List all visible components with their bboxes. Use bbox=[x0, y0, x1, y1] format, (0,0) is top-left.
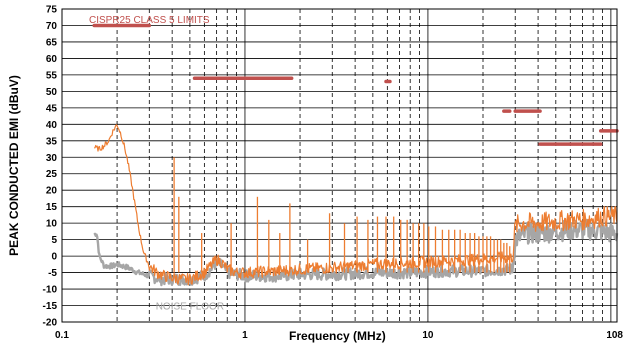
y-tick-label: 70 bbox=[46, 21, 58, 32]
series-group bbox=[93, 124, 619, 287]
noise-floor-label: NOISE FLOOR bbox=[156, 302, 224, 313]
x-tick-label: 0.1 bbox=[55, 330, 69, 341]
y-tick-label: 25 bbox=[46, 169, 58, 180]
plot-border bbox=[61, 8, 618, 323]
y-tick-label: 30 bbox=[46, 153, 58, 164]
y-tick-label: 65 bbox=[46, 37, 58, 48]
y-tick-label: 60 bbox=[46, 54, 58, 65]
y-tick-label: -10 bbox=[43, 285, 58, 296]
y-tick-labels: 757065605550454035302520151050-5-10-15-2… bbox=[43, 5, 58, 329]
annotations: CISPR25 CLASS 5 LIMITS NOISE FLOOR bbox=[89, 15, 224, 313]
y-tick-label: -5 bbox=[48, 268, 57, 279]
y-tick-label: 20 bbox=[46, 186, 58, 197]
y-tick-label: -15 bbox=[43, 301, 58, 312]
y-tick-label: 40 bbox=[46, 120, 58, 131]
emi-scan-line bbox=[94, 124, 618, 286]
y-tick-label: 0 bbox=[51, 252, 57, 263]
y-tick-label: 75 bbox=[46, 5, 58, 16]
noise-floor-line bbox=[93, 218, 619, 287]
y-tick-label: 50 bbox=[46, 87, 58, 98]
x-axis-title: Frequency (MHz) bbox=[289, 329, 386, 343]
x-tick-label: 1 bbox=[242, 330, 248, 341]
y-tick-label: 35 bbox=[46, 136, 58, 147]
limits-label: CISPR25 CLASS 5 LIMITS bbox=[89, 15, 210, 26]
y-axis-title: PEAK CONDUCTED EMI (dBuV) bbox=[7, 75, 21, 256]
y-tick-label: 10 bbox=[46, 219, 58, 230]
y-tick-label: 55 bbox=[46, 70, 58, 81]
y-tick-label: 45 bbox=[46, 103, 58, 114]
x-tick-label: 108 bbox=[606, 330, 623, 341]
limit-lines bbox=[92, 23, 619, 146]
y-tick-label: 15 bbox=[46, 202, 58, 213]
x-tick-labels: 0.1 1 10 108 bbox=[55, 330, 623, 341]
y-tick-label: 5 bbox=[51, 235, 57, 246]
y-tick-label: -20 bbox=[43, 318, 58, 329]
x-tick-label: 10 bbox=[422, 330, 434, 341]
